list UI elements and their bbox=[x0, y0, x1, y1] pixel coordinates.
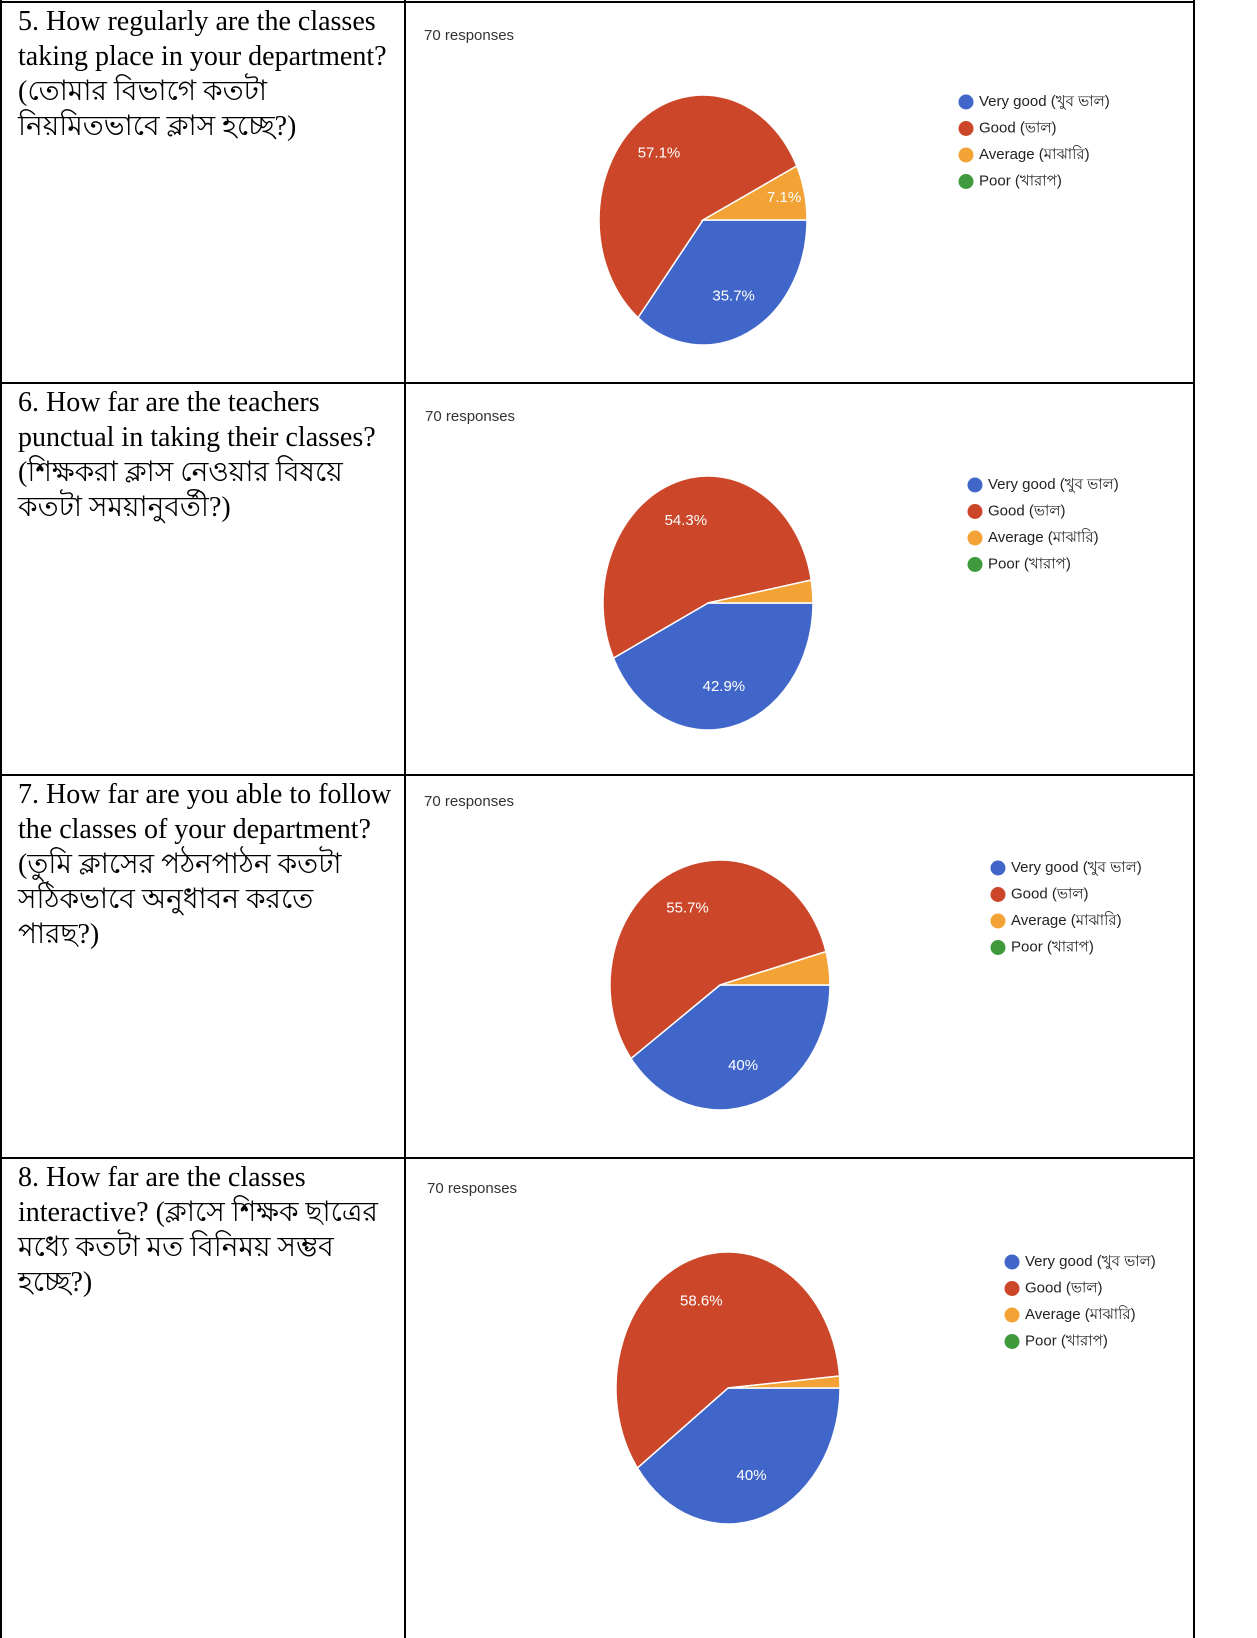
pie-slice bbox=[727, 1375, 841, 1389]
responses-count: 70 responses bbox=[424, 793, 514, 810]
question: 7. How far are you able to follow the cl… bbox=[18, 779, 392, 950]
legend-label: Poor (খারাপ) bbox=[979, 172, 1062, 189]
legend-marker bbox=[958, 121, 974, 136]
value-label: 40% bbox=[737, 1467, 767, 1484]
pie-slice bbox=[637, 219, 808, 346]
legend-marker bbox=[990, 940, 1006, 955]
pie-slice bbox=[612, 602, 814, 731]
pie-slice bbox=[609, 859, 827, 1060]
legend-label: Average (মাঝারি) bbox=[1025, 1305, 1136, 1323]
legend-marker bbox=[1004, 1334, 1020, 1349]
legend-label: Good (ভাল) bbox=[1011, 885, 1089, 902]
legend-label: Good (ভাল) bbox=[988, 502, 1066, 519]
legend-marker bbox=[967, 477, 983, 493]
value-label: 40% bbox=[728, 1057, 758, 1074]
legend-label: Average (মাঝারি) bbox=[979, 145, 1090, 163]
legend-marker bbox=[1004, 1307, 1020, 1323]
value-label: 54.3% bbox=[665, 512, 708, 529]
question: 6. How far are the teachers punctual in … bbox=[18, 387, 376, 523]
question: 5. How regularly are the classes taking … bbox=[18, 6, 387, 142]
legend-label: Average (মাঝারি) bbox=[988, 528, 1099, 546]
legend-marker bbox=[958, 94, 974, 110]
value-label: 7.1% bbox=[767, 189, 801, 206]
legend-marker bbox=[1004, 1254, 1020, 1270]
pie-slice bbox=[630, 984, 831, 1111]
value-label: 55.7% bbox=[666, 899, 709, 916]
pie-slice bbox=[707, 579, 814, 604]
legend-label: Very good (খুব ভাল) bbox=[1025, 1253, 1156, 1270]
value-label: 42.9% bbox=[703, 678, 746, 695]
pie-slice bbox=[636, 1387, 841, 1525]
legend-marker bbox=[990, 887, 1006, 902]
legend-label: Very good (খুব ভাল) bbox=[1011, 859, 1142, 876]
legend-marker bbox=[958, 174, 974, 189]
question: 8. How far are the classes interactive? … bbox=[18, 1162, 378, 1298]
responses-count: 70 responses bbox=[425, 408, 515, 425]
legend-marker bbox=[958, 147, 974, 163]
legend-label: Poor (খারাপ) bbox=[1025, 1332, 1108, 1349]
legend-label: Poor (খারাপ) bbox=[988, 555, 1071, 572]
legend-label: Good (ভাল) bbox=[979, 119, 1057, 136]
legend-marker bbox=[990, 913, 1006, 929]
pie-slice bbox=[719, 950, 831, 986]
legend-label: Very good (খুব ভাল) bbox=[988, 476, 1119, 493]
value-label: 58.6% bbox=[680, 1292, 723, 1309]
responses-count: 70 responses bbox=[427, 1180, 517, 1197]
responses-count: 70 responses bbox=[424, 27, 514, 44]
pie-slice bbox=[598, 94, 798, 319]
legend-label: Poor (খারাপ) bbox=[1011, 938, 1094, 955]
legend-marker bbox=[967, 557, 983, 572]
pie-slice bbox=[615, 1251, 841, 1470]
legend-marker bbox=[990, 860, 1006, 876]
legend-marker bbox=[967, 504, 983, 519]
legend-marker bbox=[1004, 1281, 1020, 1296]
legend-label: Very good (খুব ভাল) bbox=[979, 93, 1110, 110]
legend-marker bbox=[967, 530, 983, 546]
legend-label: Good (ভাল) bbox=[1025, 1279, 1103, 1296]
value-label: 35.7% bbox=[712, 288, 755, 305]
legend-label: Average (মাঝারি) bbox=[1011, 911, 1122, 929]
pie-slice bbox=[700, 164, 808, 221]
value-label: 57.1% bbox=[638, 144, 681, 161]
pie-slice bbox=[602, 475, 813, 660]
